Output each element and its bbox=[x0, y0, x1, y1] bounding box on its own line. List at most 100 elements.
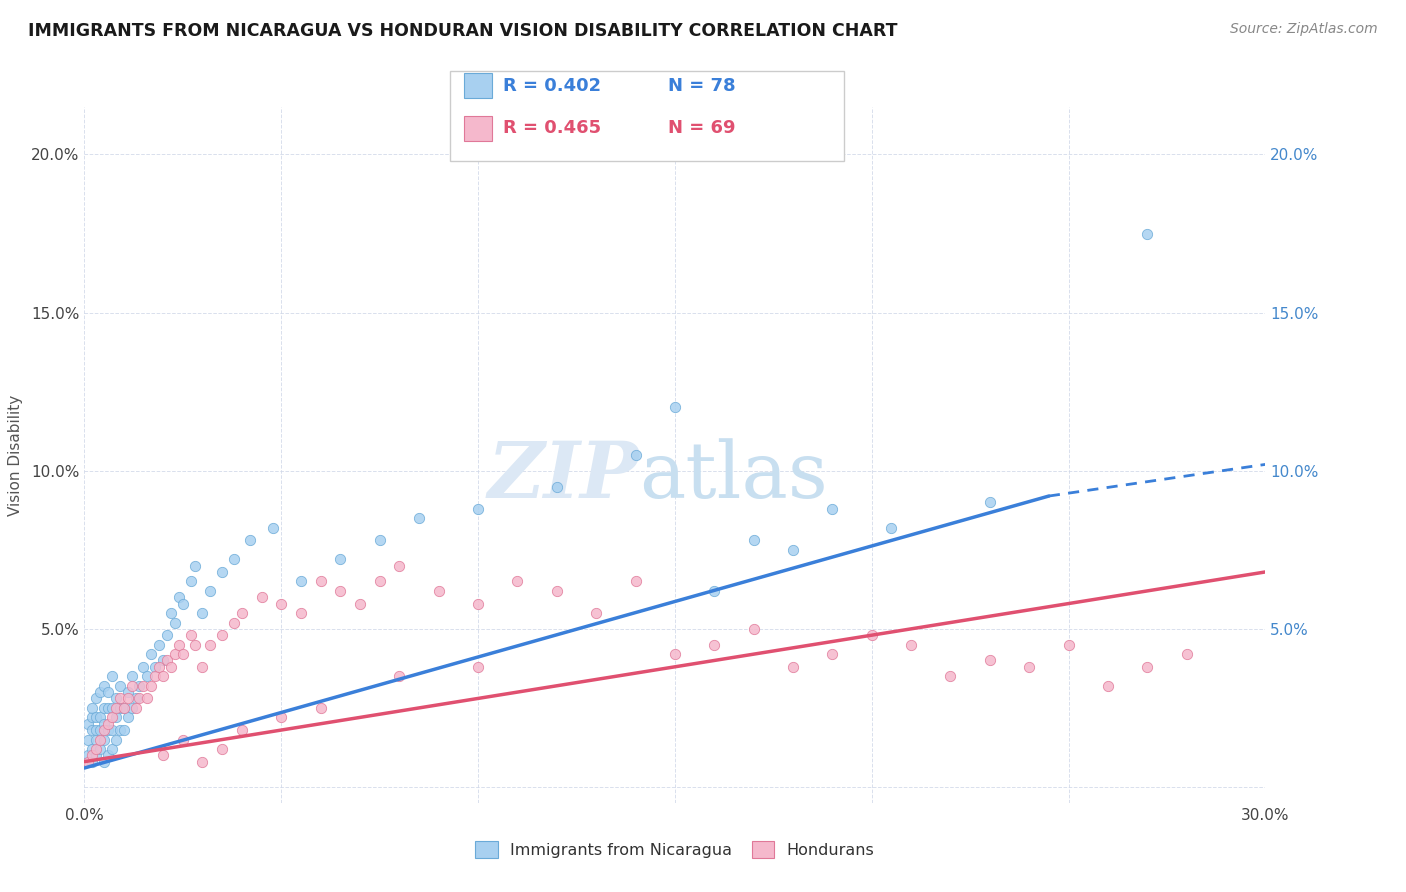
Point bbox=[939, 669, 962, 683]
Point bbox=[239, 533, 262, 548]
Point bbox=[148, 660, 170, 674]
Point bbox=[163, 647, 186, 661]
Point bbox=[136, 669, 159, 683]
Point bbox=[101, 710, 124, 724]
Point bbox=[152, 669, 174, 683]
Text: R = 0.465: R = 0.465 bbox=[503, 120, 602, 137]
Point bbox=[664, 401, 686, 415]
Point bbox=[1018, 660, 1040, 674]
Point bbox=[1097, 679, 1119, 693]
Point bbox=[108, 691, 131, 706]
Point bbox=[93, 755, 115, 769]
Point bbox=[821, 501, 844, 516]
Point bbox=[270, 710, 292, 724]
Point bbox=[97, 723, 120, 737]
Point bbox=[82, 701, 104, 715]
Point bbox=[117, 691, 139, 706]
Point bbox=[93, 679, 115, 693]
Point bbox=[368, 533, 391, 548]
Point bbox=[211, 628, 233, 642]
Point bbox=[128, 679, 150, 693]
Point bbox=[1057, 638, 1080, 652]
Point bbox=[821, 647, 844, 661]
Point bbox=[97, 701, 120, 715]
Point bbox=[191, 755, 214, 769]
Point bbox=[329, 583, 352, 598]
Point bbox=[1136, 660, 1159, 674]
Point bbox=[172, 647, 194, 661]
Point bbox=[117, 685, 139, 699]
Point bbox=[112, 723, 135, 737]
Point bbox=[388, 669, 411, 683]
Point bbox=[132, 679, 155, 693]
Point bbox=[742, 622, 765, 636]
Point bbox=[101, 742, 124, 756]
Point bbox=[143, 660, 166, 674]
Point bbox=[141, 679, 163, 693]
Point bbox=[222, 615, 245, 630]
Point bbox=[97, 685, 120, 699]
Point bbox=[222, 552, 245, 566]
Point bbox=[89, 685, 111, 699]
Point bbox=[467, 501, 489, 516]
Point bbox=[211, 742, 233, 756]
Point bbox=[200, 638, 222, 652]
Point bbox=[141, 647, 163, 661]
Point bbox=[167, 638, 190, 652]
Point bbox=[703, 583, 725, 598]
Text: atlas: atlas bbox=[640, 438, 828, 514]
Point bbox=[200, 583, 222, 598]
Point bbox=[93, 701, 115, 715]
Point bbox=[121, 679, 143, 693]
Point bbox=[143, 669, 166, 683]
Point bbox=[506, 574, 529, 589]
Point bbox=[148, 638, 170, 652]
Point bbox=[172, 732, 194, 747]
Text: R = 0.402: R = 0.402 bbox=[503, 77, 602, 95]
Point bbox=[77, 716, 100, 731]
Point bbox=[82, 723, 104, 737]
Point bbox=[664, 647, 686, 661]
Point bbox=[93, 732, 115, 747]
Point bbox=[183, 558, 205, 573]
Point bbox=[782, 660, 804, 674]
Point bbox=[82, 710, 104, 724]
Point bbox=[270, 597, 292, 611]
Point bbox=[156, 653, 179, 667]
Point bbox=[104, 710, 127, 724]
Point bbox=[388, 558, 411, 573]
Point bbox=[84, 691, 107, 706]
Point bbox=[191, 660, 214, 674]
Point bbox=[250, 591, 273, 605]
Point bbox=[112, 701, 135, 715]
Point bbox=[703, 638, 725, 652]
Point bbox=[82, 755, 104, 769]
Point bbox=[427, 583, 450, 598]
Point bbox=[93, 716, 115, 731]
Point bbox=[191, 606, 214, 620]
Point bbox=[89, 723, 111, 737]
Point bbox=[349, 597, 371, 611]
Point bbox=[89, 710, 111, 724]
Legend: Immigrants from Nicaragua, Hondurans: Immigrants from Nicaragua, Hondurans bbox=[468, 835, 882, 864]
Point bbox=[262, 521, 284, 535]
Point bbox=[112, 701, 135, 715]
Point bbox=[152, 748, 174, 763]
Point bbox=[880, 521, 903, 535]
Point bbox=[108, 723, 131, 737]
Point bbox=[97, 748, 120, 763]
Point bbox=[180, 574, 202, 589]
Point bbox=[211, 565, 233, 579]
Point bbox=[108, 679, 131, 693]
Point bbox=[82, 742, 104, 756]
Point bbox=[121, 701, 143, 715]
Point bbox=[231, 723, 253, 737]
Text: ZIP: ZIP bbox=[488, 438, 640, 514]
Point bbox=[467, 597, 489, 611]
Point bbox=[104, 691, 127, 706]
Point bbox=[290, 574, 312, 589]
Point bbox=[89, 732, 111, 747]
Point bbox=[117, 710, 139, 724]
Point bbox=[782, 542, 804, 557]
Point bbox=[309, 701, 332, 715]
